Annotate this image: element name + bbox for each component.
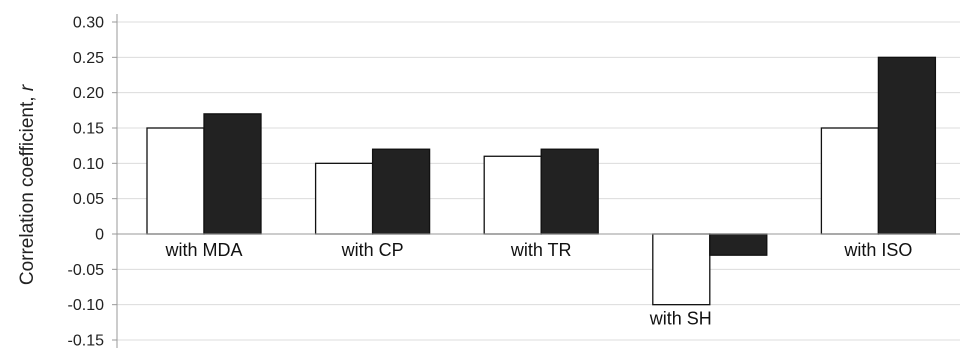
y-axis-label: Correlation coefficient, r [17,84,38,285]
y-tick-label: 0 [95,227,104,244]
axes [112,14,960,348]
bar-with-cp-series-2 [371,148,431,235]
y-tick-label: 0.25 [73,50,104,67]
bar-with-mda-series-2 [203,113,262,235]
bar-with-mda-series-1 [146,127,205,235]
y-tick-label: -0.05 [68,262,105,279]
bar-with-iso-series-1 [820,127,880,235]
y-axis-label-variable: r [17,84,38,91]
category-label: with TR [510,240,572,260]
category-label: with SH [649,309,712,329]
bar-with-tr-series-1 [483,155,542,235]
category-label: with CP [341,240,404,260]
y-tick-label: 0.30 [73,15,104,32]
y-axis-label-text: Correlation coefficient, [17,91,38,285]
bar-with-iso-series-2 [877,56,937,235]
bar-with-tr-series-2 [540,148,599,235]
category-labels: with MDA with CP with TR with SH with ISO [164,240,912,329]
bar-with-sh-series-1 [652,233,711,306]
bar-with-cp-series-1 [314,162,374,235]
category-label: with MDA [164,240,242,260]
y-tick-label: 0.05 [73,191,104,208]
y-tick-label: 0.20 [73,85,104,102]
y-tick-label: -0.15 [68,333,105,350]
y-tick-label: 0.15 [73,121,104,138]
y-tick-labels: 0.30 0.25 0.20 0.15 0.10 0.05 0 -0.05 -0.10 -0.15 [68,15,105,350]
category-label: with ISO [843,240,912,260]
bars [146,56,937,306]
y-tick-label: 0.10 [73,156,104,173]
y-tick-label: -0.10 [68,297,105,314]
bar-with-sh-series-2 [709,233,768,256]
